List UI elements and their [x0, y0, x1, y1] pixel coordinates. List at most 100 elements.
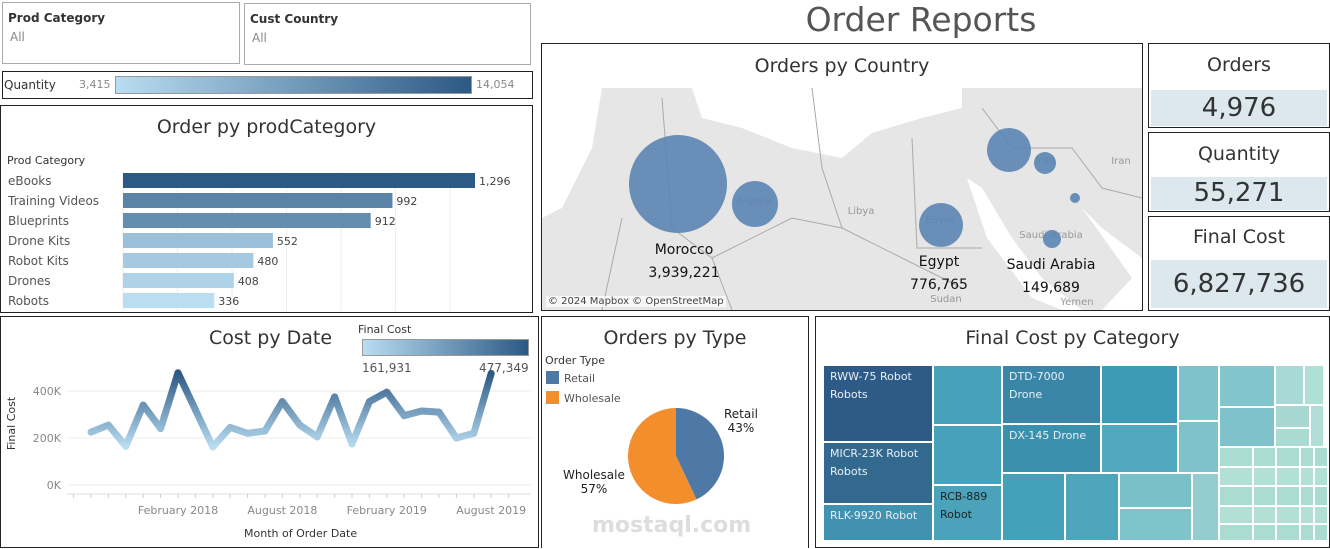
treemap-tile[interactable]	[1253, 524, 1276, 541]
bar-value-label: 1,296	[479, 175, 511, 188]
treemap-tile[interactable]: RCB-889 Robot	[933, 485, 1002, 541]
map-base-label: Iran	[1111, 156, 1131, 167]
bar-value-label: 992	[396, 195, 417, 208]
treemap-tile[interactable]	[1276, 524, 1300, 541]
color-legend-min: 161,931	[362, 361, 412, 375]
treemap-tile[interactable]	[1101, 424, 1178, 473]
treemap-tile[interactable]	[1314, 467, 1328, 486]
treemap-tile[interactable]	[1219, 467, 1253, 486]
bar-value-label: 480	[257, 255, 278, 268]
mediterranean-sea	[692, 88, 962, 158]
prod-category-filter[interactable]: Prod Category All	[2, 2, 240, 64]
treemap-tile[interactable]	[933, 425, 1002, 485]
treemap-tile[interactable]	[1178, 421, 1219, 473]
line-segment	[157, 369, 182, 433]
treemap-tile[interactable]	[1314, 524, 1328, 541]
tile-name: RLK-9920 Robot	[830, 509, 918, 522]
treemap-tile[interactable]	[1275, 428, 1310, 447]
treemap-tile[interactable]: RLK-9920 Robot	[823, 504, 933, 541]
red-sea	[967, 178, 1082, 310]
bar	[123, 253, 254, 268]
slice-name: Wholesale	[563, 468, 625, 482]
slice-percent: 43%	[727, 421, 755, 435]
kpi-label: Final Cost	[1192, 226, 1286, 248]
tile-name: MICR-23K Robot	[830, 447, 919, 460]
treemap-tile[interactable]	[1253, 467, 1276, 486]
line-segment	[331, 393, 356, 448]
treemap-tile[interactable]	[1304, 365, 1324, 405]
y-tick-label: 200K	[33, 432, 62, 445]
treemap-tile[interactable]	[1253, 506, 1276, 524]
kpi-value: 6,827,736	[1151, 260, 1327, 308]
legend-item-retail[interactable]: Retail	[546, 371, 595, 385]
arabian-sea	[1082, 208, 1142, 310]
legend-item-wholesale[interactable]: Wholesale	[546, 391, 621, 405]
treemap-tile[interactable]	[1276, 447, 1300, 467]
treemap-tile[interactable]	[1101, 365, 1178, 424]
map[interactable]: AlgeriaLibyaEgyptIraqIranSaudi ArabiaSud…	[542, 88, 1142, 310]
quantity-color-legend: Quantity 3,415 14,054	[2, 71, 533, 99]
treemap-tile[interactable]	[1253, 447, 1276, 467]
treemap-tile[interactable]	[1219, 506, 1253, 524]
treemap-tile[interactable]	[1219, 365, 1275, 407]
panel-title: Orders py Country	[754, 55, 930, 77]
category-label: Robot Kits	[8, 254, 69, 268]
line-segment	[122, 401, 147, 450]
tile-category: Robots	[830, 388, 868, 401]
line-segment	[174, 369, 199, 414]
treemap-tile[interactable]	[1065, 473, 1119, 541]
treemap-tile[interactable]	[1253, 486, 1276, 506]
treemap-tile[interactable]	[933, 365, 1002, 425]
x-tick-label: August 2018	[247, 504, 317, 517]
treemap-tile[interactable]: DX-145 Drone	[1002, 424, 1101, 473]
treemap-tile[interactable]	[1300, 506, 1314, 524]
treemap-tile[interactable]	[1002, 473, 1065, 541]
map-bubble	[629, 135, 727, 233]
treemap-tile[interactable]	[1119, 508, 1192, 541]
panel-title: Order py prodCategory	[156, 116, 377, 138]
treemap-tile[interactable]	[1219, 486, 1253, 506]
treemap-tile[interactable]	[1314, 506, 1328, 524]
kpi-label: Orders	[1207, 54, 1271, 76]
line-segment	[139, 401, 165, 433]
treemap-tile[interactable]	[1219, 447, 1253, 467]
treemap-tile[interactable]	[1300, 524, 1314, 541]
line-segment	[383, 388, 408, 420]
treemap-tile[interactable]	[1119, 473, 1192, 508]
filter-value[interactable]: All	[10, 30, 25, 44]
treemap-tile[interactable]	[1219, 524, 1253, 541]
treemap-tile[interactable]	[1219, 407, 1275, 447]
color-legend-gradient	[362, 339, 529, 356]
treemap-tile[interactable]	[1310, 405, 1324, 447]
treemap-tile[interactable]: RWW-75 Robot Robots	[823, 365, 933, 442]
treemap-tile[interactable]	[1276, 486, 1300, 506]
map-attribution[interactable]: © 2024 Mapbox © OpenStreetMap	[546, 296, 726, 307]
treemap-tile[interactable]	[1276, 506, 1300, 524]
legend-min: 3,415	[79, 78, 111, 91]
treemap-tile[interactable]	[1314, 486, 1328, 506]
treemap-tile[interactable]	[1300, 447, 1314, 467]
treemap-tile[interactable]	[1178, 365, 1219, 421]
filter-value[interactable]: All	[252, 31, 267, 45]
treemap-tile[interactable]	[1192, 473, 1219, 541]
treemap-tile[interactable]: MICR-23K Robot Robots	[823, 442, 933, 504]
treemap-tile[interactable]	[1300, 486, 1314, 506]
bar	[123, 233, 273, 248]
treemap-tile[interactable]: DTD-7000 Drone	[1002, 365, 1101, 424]
cust-country-filter[interactable]: Cust Country All	[244, 3, 531, 65]
map-base-label: Sudan	[930, 294, 962, 305]
bar-value-label: 912	[375, 215, 396, 228]
pie-slice-retail	[676, 408, 724, 500]
treemap-tile[interactable]	[1314, 447, 1328, 467]
treemap-tile[interactable]	[1275, 365, 1304, 405]
country-label: Saudi Arabia	[1007, 257, 1096, 273]
treemap-tile[interactable]	[1275, 405, 1310, 428]
final-cost-by-category-panel: Final Cost py Category RWW-75 Robot Robot…	[815, 316, 1330, 548]
filter-label: Cust Country	[250, 12, 339, 26]
order-by-category-panel: Order py prodCategory Prod Category eBoo…	[0, 105, 533, 313]
map-bubble	[987, 128, 1031, 172]
kpi-label: Quantity	[1197, 143, 1281, 165]
bar-value-label: 552	[277, 235, 298, 248]
treemap-tile[interactable]	[1300, 467, 1314, 486]
treemap-tile[interactable]	[1276, 467, 1300, 486]
